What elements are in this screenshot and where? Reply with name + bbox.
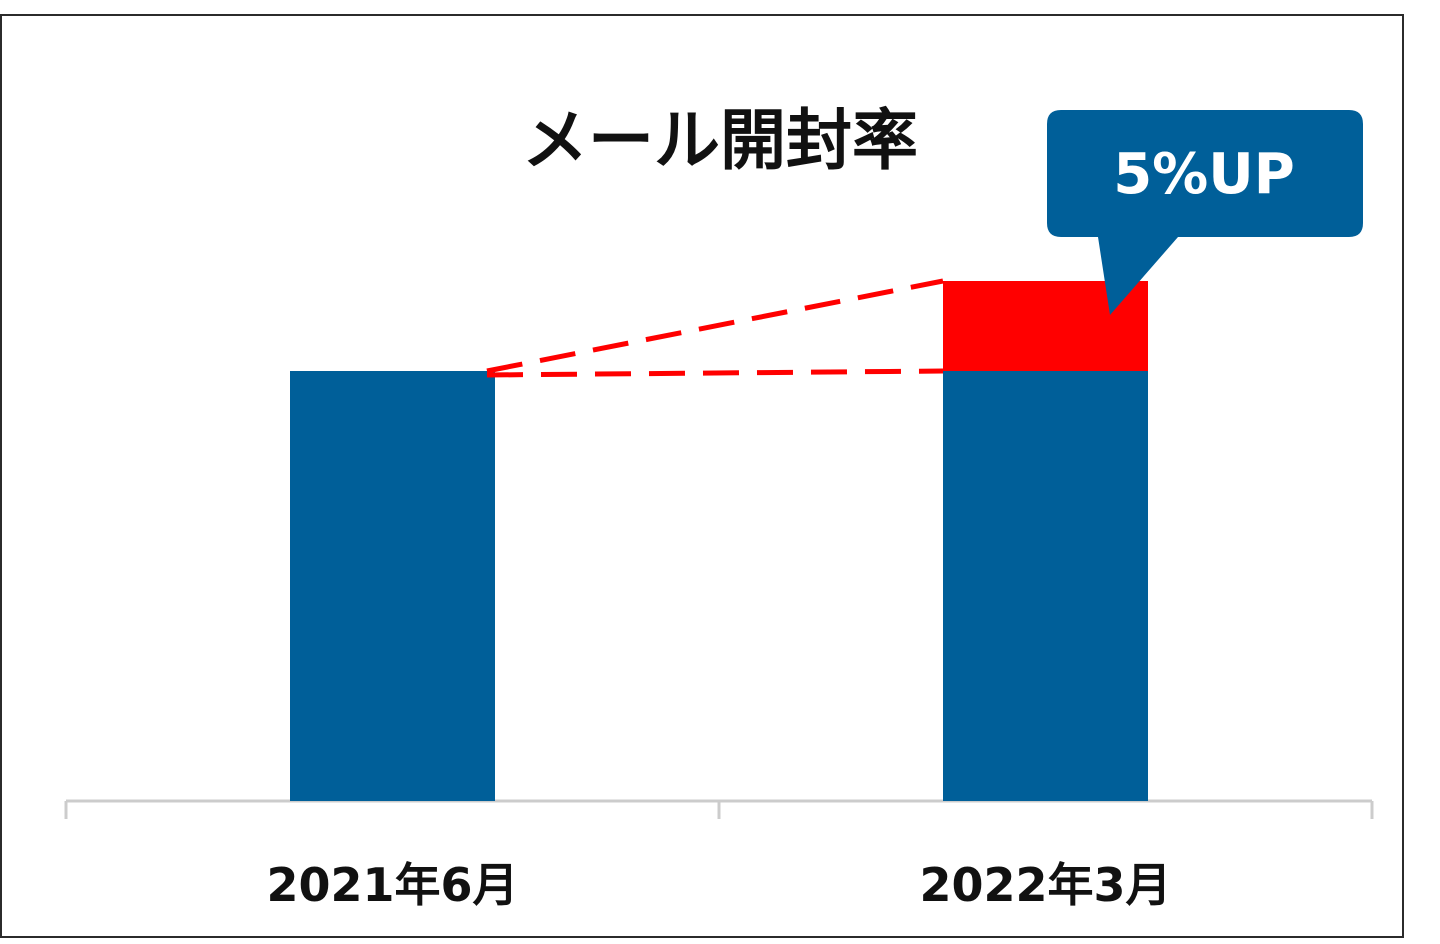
- x-tick-label: 2022年3月: [919, 858, 1171, 912]
- connector-base-line: [486, 368, 944, 378]
- bar-base-2: [943, 371, 1148, 801]
- bar-base-1: [290, 371, 495, 801]
- callout-shape: [1047, 110, 1363, 315]
- chart-title: メール開封率: [522, 102, 918, 179]
- callout-text: 5%UP: [1113, 142, 1295, 207]
- x-tick-label: 2021年6月: [266, 858, 518, 912]
- callout-bubble: 5%UP: [1047, 110, 1363, 315]
- connector-top-line: [486, 278, 944, 374]
- marks-layer: 2021年6月 2022年3月: [64, 278, 1374, 912]
